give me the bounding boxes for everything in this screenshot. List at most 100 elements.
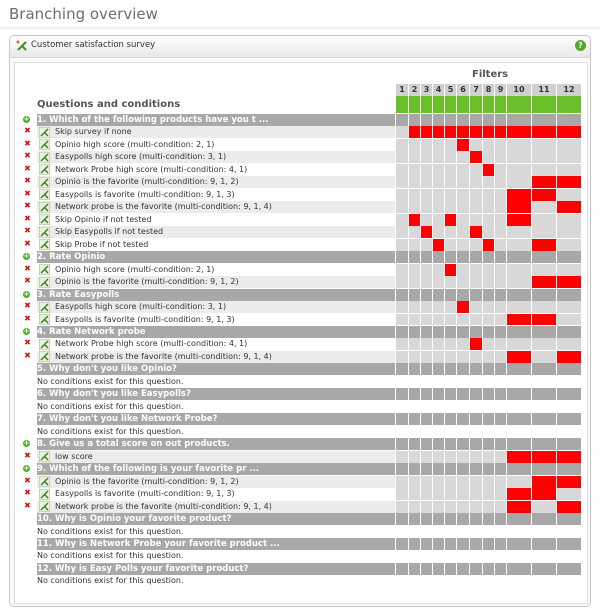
- filter-cell[interactable]: [507, 176, 532, 189]
- filter-header-12[interactable]: 12: [557, 84, 582, 96]
- filter-cell[interactable]: [409, 413, 421, 426]
- delete-condition-icon[interactable]: ✖: [24, 126, 31, 136]
- filter-cell[interactable]: [396, 114, 409, 126]
- filter-cell[interactable]: [409, 288, 421, 301]
- condition-label[interactable]: Network probe is the favorite (multi-con…: [55, 501, 272, 511]
- filter-cell[interactable]: [495, 288, 507, 301]
- filter-cell[interactable]: [433, 301, 445, 314]
- filter-cell[interactable]: [483, 226, 495, 239]
- filter-cell[interactable]: [557, 163, 582, 176]
- filter-cell[interactable]: [457, 276, 470, 289]
- condition-label[interactable]: Easypolls high score (multi-condition: 3…: [55, 302, 227, 312]
- filter-cell[interactable]: [445, 188, 457, 201]
- filter-cell[interactable]: [457, 350, 470, 363]
- filter-cell[interactable]: [483, 363, 495, 376]
- filter-cell[interactable]: [421, 537, 433, 550]
- filter-cell[interactable]: [445, 325, 457, 338]
- filter-cell[interactable]: [470, 213, 483, 226]
- filter-cell[interactable]: [495, 213, 507, 226]
- filter-cell[interactable]: [495, 313, 507, 326]
- filter-cell[interactable]: [445, 350, 457, 363]
- add-condition-icon[interactable]: +: [23, 464, 30, 473]
- filter-cell[interactable]: [445, 562, 457, 575]
- filter-cell[interactable]: [457, 325, 470, 338]
- filter-cell[interactable]: [396, 537, 409, 550]
- filter-cell-active[interactable]: [532, 276, 557, 289]
- filter-cell[interactable]: [495, 188, 507, 201]
- filter-cell[interactable]: [470, 138, 483, 151]
- filter-cell[interactable]: [396, 151, 409, 164]
- question-row[interactable]: 2. Rate Opinio: [37, 251, 395, 264]
- filter-cell[interactable]: [483, 251, 495, 264]
- delete-condition-icon[interactable]: ✖: [24, 301, 31, 311]
- filter-cell[interactable]: [532, 562, 557, 575]
- filter-cell[interactable]: [507, 338, 532, 351]
- filter-cell[interactable]: [557, 114, 582, 126]
- filter-cell[interactable]: [396, 325, 409, 338]
- filter-cell[interactable]: [396, 388, 409, 401]
- question-row[interactable]: 1. Which of the following products have …: [37, 114, 395, 126]
- filter-cell[interactable]: [409, 475, 421, 488]
- filter-cell[interactable]: [495, 151, 507, 164]
- filter-cell[interactable]: [532, 413, 557, 426]
- filter-cell[interactable]: [445, 450, 457, 463]
- filter-cell[interactable]: [421, 114, 433, 126]
- filter-cell[interactable]: [557, 188, 582, 201]
- filter-cell[interactable]: [557, 325, 582, 338]
- filter-cell-active[interactable]: [557, 176, 582, 189]
- filter-cell[interactable]: [409, 138, 421, 151]
- condition-row[interactable]: [37, 176, 395, 189]
- question-row[interactable]: 11. Why is Network Probe your favorite p…: [37, 537, 395, 550]
- condition-label[interactable]: Skip Easypolls if not tested: [55, 227, 164, 237]
- filter-cell[interactable]: [409, 438, 421, 451]
- question-row[interactable]: 10. Why is Opinio your favorite product?: [37, 513, 395, 526]
- filter-cell[interactable]: [445, 238, 457, 251]
- filter-cell[interactable]: [495, 562, 507, 575]
- filter-cell[interactable]: [421, 413, 433, 426]
- filter-cell[interactable]: [532, 213, 557, 226]
- filter-cell[interactable]: [483, 288, 495, 301]
- filter-cell[interactable]: [445, 388, 457, 401]
- filter-cell[interactable]: [433, 276, 445, 289]
- filter-cell[interactable]: [433, 263, 445, 276]
- filter-cell[interactable]: [557, 388, 582, 401]
- filter-cell[interactable]: [495, 138, 507, 151]
- filter-cell[interactable]: [507, 163, 532, 176]
- filter-cell[interactable]: [409, 263, 421, 276]
- question-row[interactable]: 7. Why don't you like Network Probe?: [37, 413, 395, 426]
- condition-label[interactable]: low score: [55, 451, 93, 461]
- filter-cell[interactable]: [470, 288, 483, 301]
- filter-cell[interactable]: [507, 251, 532, 264]
- filter-cell[interactable]: [532, 226, 557, 239]
- filter-cell[interactable]: [433, 388, 445, 401]
- add-condition-icon[interactable]: +: [23, 115, 30, 123]
- condition-label[interactable]: Network probe is the favorite (multi-con…: [55, 202, 272, 212]
- filter-cell[interactable]: [495, 301, 507, 314]
- filter-cell[interactable]: [495, 350, 507, 363]
- condition-label[interactable]: Opinio is the favorite (multi-condition:…: [55, 177, 239, 187]
- filter-cell[interactable]: [557, 413, 582, 426]
- filter-cell[interactable]: [470, 500, 483, 513]
- filter-cell[interactable]: [495, 263, 507, 276]
- filter-cell-active[interactable]: [470, 126, 483, 139]
- condition-label[interactable]: Network probe is the favorite (multi-con…: [55, 351, 272, 361]
- filter-cell[interactable]: [470, 263, 483, 276]
- filter-cell[interactable]: [532, 114, 557, 126]
- filter-cell[interactable]: [433, 176, 445, 189]
- filter-cell[interactable]: [495, 475, 507, 488]
- filter-cell[interactable]: [409, 463, 421, 476]
- filter-cell[interactable]: [495, 325, 507, 338]
- filter-cell[interactable]: [457, 251, 470, 264]
- filter-cell[interactable]: [409, 500, 421, 513]
- filter-cell[interactable]: [433, 463, 445, 476]
- delete-condition-icon[interactable]: ✖: [24, 338, 31, 348]
- filter-cell[interactable]: [409, 363, 421, 376]
- filter-cell[interactable]: [495, 238, 507, 251]
- filter-cell[interactable]: [470, 301, 483, 314]
- filter-cell[interactable]: [396, 413, 409, 426]
- filter-cell[interactable]: [483, 500, 495, 513]
- filter-header-5[interactable]: 5: [445, 84, 457, 96]
- filter-cell[interactable]: [495, 488, 507, 501]
- filter-cell[interactable]: [396, 350, 409, 363]
- filter-cell[interactable]: [457, 463, 470, 476]
